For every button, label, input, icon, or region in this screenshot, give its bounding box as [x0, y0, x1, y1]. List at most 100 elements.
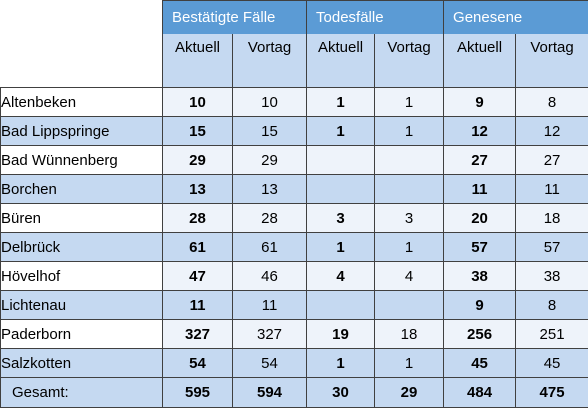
sub-header-cell: Vortag [231, 34, 308, 88]
current-value-cell: 11 [162, 290, 233, 320]
current-value-cell: 13 [162, 174, 233, 204]
table-row: Hövelhof 47 46 4 4 38 38 [0, 261, 588, 291]
previous-day-value-cell: 327 [231, 319, 308, 349]
current-value-cell: 19 [306, 319, 376, 349]
municipality-name: Bad Lippspringe [0, 116, 163, 146]
previous-day-value-cell [374, 174, 445, 204]
previous-day-value-cell: 54 [231, 348, 308, 378]
previous-day-value-cell: 8 [515, 87, 588, 117]
sub-header-row: Aktuell Vortag Aktuell Vortag Aktuell Vo… [0, 34, 588, 88]
municipality-name: Büren [0, 203, 163, 233]
previous-day-value-cell: 57 [515, 232, 588, 262]
previous-day-value-cell: 1 [374, 232, 445, 262]
previous-day-value-cell: 1 [374, 116, 445, 146]
previous-day-value-cell [374, 290, 445, 320]
corner-cell [0, 0, 163, 34]
municipality-name: Lichtenau [0, 290, 163, 320]
municipality-name: Bad Wünnenberg [0, 145, 163, 175]
corner-cell-lower [0, 34, 163, 88]
previous-day-value-cell: 1 [374, 348, 445, 378]
sub-header-cell: Vortag [374, 34, 445, 88]
previous-day-value-cell: 28 [231, 203, 308, 233]
table-row: Delbrück 61 61 1 1 57 57 [0, 232, 588, 262]
current-value-cell: 1 [306, 87, 376, 117]
previous-day-value-cell: 27 [515, 145, 588, 175]
current-value-cell: 15 [162, 116, 233, 146]
previous-day-value-cell: 18 [374, 319, 445, 349]
table-row: Salzkotten 54 54 1 1 45 45 [0, 348, 588, 378]
municipality-name: Delbrück [0, 232, 163, 262]
current-value-cell: 20 [443, 203, 517, 233]
current-value-cell: 38 [443, 261, 517, 291]
total-cell: 594 [231, 377, 308, 408]
previous-day-value-cell: 251 [515, 319, 588, 349]
previous-day-value-cell: 3 [374, 203, 445, 233]
current-value-cell [306, 174, 376, 204]
group-header-deaths: Todesfälle [306, 0, 445, 34]
previous-day-value-cell: 18 [515, 203, 588, 233]
previous-day-value-cell: 15 [231, 116, 308, 146]
total-cell: 595 [162, 377, 233, 408]
municipality-name: Hövelhof [0, 261, 163, 291]
current-value-cell: 29 [162, 145, 233, 175]
municipality-name: Borchen [0, 174, 163, 204]
current-value-cell: 57 [443, 232, 517, 262]
previous-day-value-cell: 10 [231, 87, 308, 117]
total-cell: 29 [374, 377, 445, 408]
sub-header-cell: Vortag [515, 34, 588, 88]
group-header-row: Bestätigte Fälle Todesfälle Genesene [0, 0, 588, 34]
previous-day-value-cell [374, 145, 445, 175]
sub-header-cell: Aktuell [306, 34, 376, 88]
current-value-cell: 54 [162, 348, 233, 378]
current-value-cell: 1 [306, 348, 376, 378]
total-cell: 30 [306, 377, 376, 408]
previous-day-value-cell: 11 [515, 174, 588, 204]
previous-day-value-cell: 8 [515, 290, 588, 320]
current-value-cell: 12 [443, 116, 517, 146]
table-row: Paderborn 327 327 19 18 256 251 [0, 319, 588, 349]
current-value-cell: 1 [306, 232, 376, 262]
municipality-name: Paderborn [0, 319, 163, 349]
previous-day-value-cell: 13 [231, 174, 308, 204]
previous-day-value-cell: 61 [231, 232, 308, 262]
current-value-cell: 27 [443, 145, 517, 175]
table-row: Bad Wünnenberg 29 29 27 27 [0, 145, 588, 175]
previous-day-value-cell: 46 [231, 261, 308, 291]
current-value-cell [306, 145, 376, 175]
current-value-cell: 1 [306, 116, 376, 146]
municipality-name: Altenbeken [0, 87, 163, 117]
table-row: Bad Lippspringe 15 15 1 1 12 12 [0, 116, 588, 146]
current-value-cell: 327 [162, 319, 233, 349]
current-value-cell: 61 [162, 232, 233, 262]
group-header-confirmed: Bestätigte Fälle [161, 0, 308, 34]
current-value-cell: 10 [162, 87, 233, 117]
previous-day-value-cell: 1 [374, 87, 445, 117]
previous-day-value-cell: 4 [374, 261, 445, 291]
table-row: Lichtenau 11 11 9 8 [0, 290, 588, 320]
previous-day-value-cell: 38 [515, 261, 588, 291]
current-value-cell: 45 [443, 348, 517, 378]
table-body: Altenbeken 10 10 1 1 9 8 Bad Lippspringe 15 15 1 1 1… [0, 87, 588, 378]
current-value-cell: 4 [306, 261, 376, 291]
previous-day-value-cell: 12 [515, 116, 588, 146]
table-row: Altenbeken 10 10 1 1 9 8 [0, 87, 588, 117]
previous-day-value-cell: 29 [231, 145, 308, 175]
previous-day-value-cell: 11 [231, 290, 308, 320]
total-label: Gesamt: [0, 377, 163, 408]
sub-header-cell: Aktuell [443, 34, 517, 88]
group-header-recovered: Genesene [443, 0, 588, 34]
total-cell: 475 [515, 377, 588, 408]
total-row: Gesamt: 595 594 30 29 484 475 [0, 377, 588, 408]
current-value-cell: 3 [306, 203, 376, 233]
municipality-name: Salzkotten [0, 348, 163, 378]
previous-day-value-cell: 45 [515, 348, 588, 378]
current-value-cell: 9 [443, 290, 517, 320]
table-row: Büren 28 28 3 3 20 18 [0, 203, 588, 233]
sub-header-cell: Aktuell [162, 34, 233, 88]
current-value-cell: 28 [162, 203, 233, 233]
current-value-cell: 9 [443, 87, 517, 117]
current-value-cell: 47 [162, 261, 233, 291]
table-row: Borchen 13 13 11 11 [0, 174, 588, 204]
current-value-cell: 256 [443, 319, 517, 349]
